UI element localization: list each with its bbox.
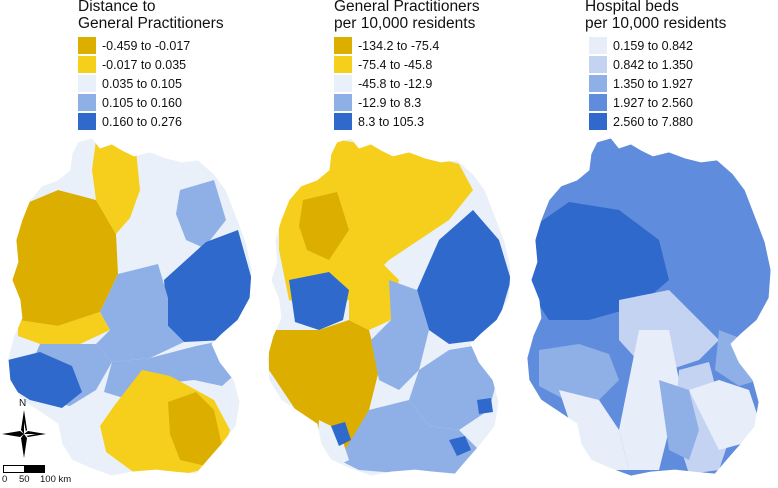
- choropleth-map-hospital-beds: [526, 137, 772, 477]
- scale-bar-labels: 0 50 100 km: [2, 474, 72, 485]
- legend-swatch: [78, 56, 96, 73]
- legend-item: -75.4 to -45.8: [334, 55, 439, 74]
- legend-general-practitioners: -134.2 to -75.4 -75.4 to -45.8 -45.8 to …: [334, 36, 439, 131]
- legend-item: -0.017 to 0.035: [78, 55, 190, 74]
- legend-item: 0.160 to 0.276: [78, 112, 190, 131]
- legend-swatch: [334, 56, 352, 73]
- map-panel-distance: Distance to General Practitioners -0.459…: [0, 0, 259, 488]
- legend-swatch: [589, 113, 607, 130]
- legend-item: 0.105 to 0.160: [78, 93, 190, 112]
- legend-swatch: [334, 113, 352, 130]
- north-label: N: [19, 398, 27, 409]
- legend-item: 2.560 to 7.880: [589, 112, 693, 131]
- map-panel-hospital-beds: Hospital beds per 10,000 residents 0.159…: [519, 0, 778, 488]
- legend-swatch: [78, 113, 96, 130]
- compass-rose-icon: [2, 410, 46, 458]
- legend-swatch: [589, 37, 607, 54]
- legend-swatch: [589, 94, 607, 111]
- legend-item: 1.350 to 1.927: [589, 74, 693, 93]
- legend-item: 0.842 to 1.350: [589, 55, 693, 74]
- scale-bar-graphic: [3, 465, 45, 473]
- legend-item: 0.035 to 0.105: [78, 74, 190, 93]
- legend-swatch: [78, 94, 96, 111]
- legend-swatch: [78, 37, 96, 54]
- legend-swatch: [589, 75, 607, 92]
- map-panel-general-practitioners: General Practitioners per 10,000 residen…: [259, 0, 518, 488]
- choropleth-map-distance: [7, 137, 253, 477]
- legend-item: 8.3 to 105.3: [334, 112, 439, 131]
- legend-hospital-beds: 0.159 to 0.842 0.842 to 1.350 1.350 to 1…: [589, 36, 693, 131]
- legend-item: -12.9 to 8.3: [334, 93, 439, 112]
- legend-item: -45.8 to -12.9: [334, 74, 439, 93]
- legend-swatch: [78, 75, 96, 92]
- map-title-distance: Distance to General Practitioners: [78, 0, 224, 32]
- legend-item: 0.159 to 0.842: [589, 36, 693, 55]
- legend-distance: -0.459 to -0.017 -0.017 to 0.035 0.035 t…: [78, 36, 190, 131]
- legend-swatch: [334, 94, 352, 111]
- legend-item: -134.2 to -75.4: [334, 36, 439, 55]
- legend-swatch: [589, 56, 607, 73]
- legend-item: 1.927 to 2.560: [589, 93, 693, 112]
- legend-swatch: [334, 37, 352, 54]
- map-title-hospital-beds: Hospital beds per 10,000 residents: [585, 0, 727, 32]
- legend-swatch: [334, 75, 352, 92]
- map-title-general-practitioners: General Practitioners per 10,000 residen…: [334, 0, 480, 32]
- scale-bar: 0 50 100 km: [2, 465, 93, 485]
- choropleth-map-general-practitioners: [266, 137, 512, 477]
- legend-item: -0.459 to -0.017: [78, 36, 190, 55]
